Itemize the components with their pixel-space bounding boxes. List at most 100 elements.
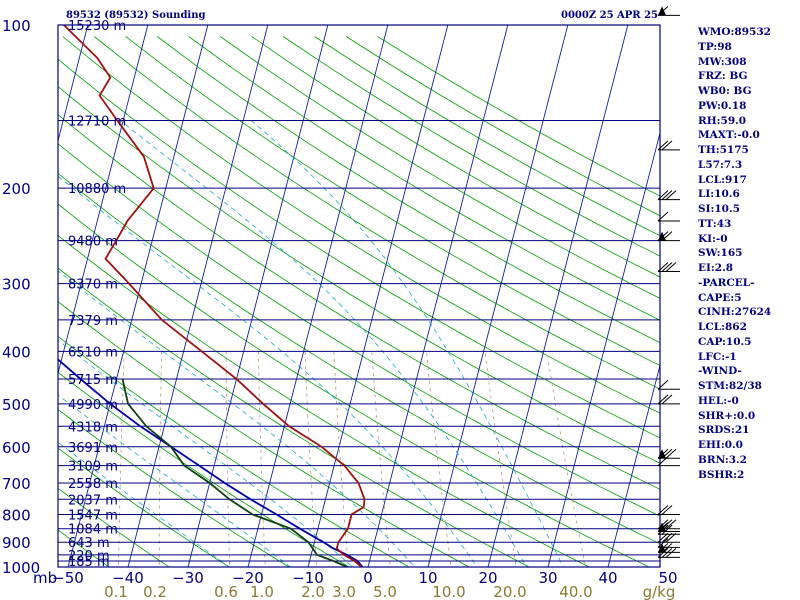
moist-adiabat [58, 339, 354, 567]
dry-adiabat [0, 37, 65, 579]
dry-adiabat [58, 85, 660, 464]
dry-adiabat [156, 36, 660, 344]
mixing-ratio-line [158, 351, 162, 567]
dry-adiabat [58, 447, 230, 567]
pressure-tick-label: 700 [2, 475, 31, 493]
dry-adiabat [58, 267, 530, 567]
stat-line: RH:59.0 [698, 114, 747, 127]
stat-line: PW:0.18 [698, 99, 747, 112]
dry-adiabat [58, 371, 350, 567]
stat-line: HEL:-0 [698, 394, 739, 407]
dry-adiabat [58, 335, 410, 567]
stat-line: SW:165 [698, 247, 743, 260]
stat-line: SI:10.5 [698, 203, 740, 215]
moist-adiabat [58, 394, 292, 567]
mixing-ratio-unit-label: g/kg [643, 583, 676, 600]
stat-line: CAPE:5 [698, 291, 742, 304]
height-label: 3691 m [68, 441, 118, 456]
wind-barb [657, 522, 680, 532]
dry-adiabat [62, 36, 660, 414]
height-label: 6510 m [68, 345, 118, 360]
mixing-ratio-label: 5.0 [373, 583, 397, 600]
temperature-tick-label: 50 [658, 569, 677, 587]
stat-line: EHI:0.0 [698, 439, 743, 451]
stat-line: MW:308 [698, 55, 747, 68]
pressure-tick-label: 600 [2, 439, 31, 457]
dry-adiabat [251, 36, 660, 278]
chart-title-right: 0000Z 25 APR 25 [561, 10, 658, 21]
moist-adiabat [58, 441, 230, 567]
pressure-tick-label: 1000 [2, 559, 40, 577]
height-label: 185 m [68, 555, 110, 570]
stat-line: -WIND- [698, 365, 742, 378]
height-label: 9480 m [68, 235, 118, 250]
stat-line: TP:98 [698, 40, 732, 53]
stat-line: KI:-0 [698, 232, 728, 245]
temperature-tick-label: −40 [112, 569, 144, 587]
parcel-line [58, 358, 364, 567]
dewpoint-line [121, 378, 350, 567]
height-label: 8370 m [68, 278, 118, 293]
moist-adiabat [250, 120, 564, 567]
pressure-tick-label: 300 [2, 276, 31, 294]
temperature-tick-label: −50 [52, 569, 84, 587]
mixing-ratio-label: 2.0 [301, 583, 325, 600]
stat-line: LI:10.6 [698, 188, 740, 201]
height-label: 4990 m [68, 398, 118, 413]
mixing-ratio-label: 40.0 [559, 583, 592, 600]
mixing-ratio-line [546, 351, 587, 567]
dry-adiabat [58, 408, 290, 567]
wind-barb [657, 6, 680, 16]
mixing-ratio-label: 0.2 [143, 583, 167, 600]
plot-area [0, 13, 660, 579]
wind-barb [657, 140, 680, 151]
wind-barb [657, 543, 680, 553]
isotherm [0, 13, 31, 579]
height-label: 7379 m [68, 314, 118, 329]
temperature-tick-label: 40 [598, 569, 617, 587]
wind-barb [657, 231, 680, 242]
dry-adiabat [58, 487, 170, 567]
moist-adiabat [119, 120, 527, 567]
mixing-ratio-label: 1.0 [250, 583, 274, 600]
mixing-ratio-label: 10.0 [432, 583, 465, 600]
dry-adiabat [58, 203, 650, 567]
dry-adiabat [58, 235, 591, 567]
wind-barb [657, 394, 680, 405]
height-label: 1547 m [68, 508, 118, 523]
stat-line: LCL:917 [698, 173, 747, 186]
stat-line: BSHR:2 [698, 468, 745, 481]
dry-adiabat [188, 36, 660, 321]
isotherm [58, 25, 149, 376]
stat-line: LCL:862 [698, 321, 747, 333]
mixing-ratio-label: 0.6 [214, 583, 238, 600]
temperature-tick-label: 10 [418, 569, 437, 587]
stat-line: CINH:27624 [698, 306, 772, 319]
pressure-tick-label: 200 [2, 180, 31, 198]
stat-line: CAP:10.5 [698, 335, 752, 348]
mixing-ratio-line [118, 351, 125, 567]
dry-adiabat [58, 529, 110, 567]
isotherm [427, 25, 569, 567]
pressure-tick-label: 800 [2, 506, 31, 524]
mixing-ratio-label: 20.0 [493, 583, 526, 600]
dry-adiabat [58, 58, 660, 439]
wind-barb [657, 211, 680, 222]
height-label: 4318 m [68, 420, 118, 435]
pressure-tick-label: 100 [2, 17, 31, 35]
wind-barb [657, 505, 680, 515]
wind-barb [657, 548, 680, 558]
height-label: 643 m [68, 536, 110, 551]
dry-adiabat [125, 36, 660, 366]
temperature-tick-label: 20 [478, 569, 497, 587]
height-label: 3109 m [68, 460, 118, 475]
isotherm [547, 131, 660, 567]
plot-frame [57, 24, 661, 568]
isotherm [307, 25, 449, 567]
dry-adiabat [58, 143, 660, 517]
wind-barb [657, 262, 680, 273]
wind-barb [657, 524, 680, 535]
stat-line: TT:43 [698, 217, 732, 230]
